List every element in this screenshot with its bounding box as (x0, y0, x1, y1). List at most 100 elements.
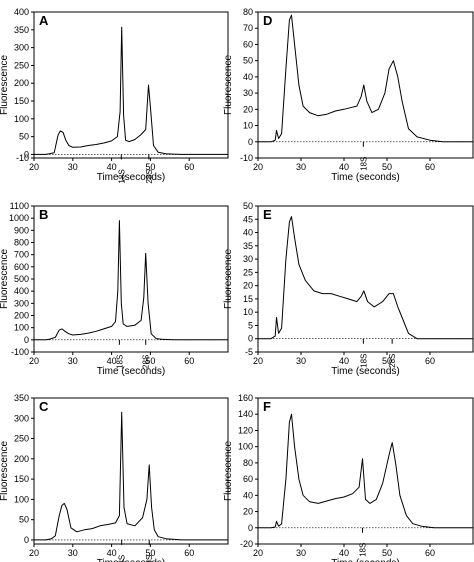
y-tick-label: 100 (14, 114, 29, 124)
y-tick-label: 20 (243, 281, 253, 291)
y-axis-label: Fluorescence (0, 249, 10, 309)
y-tick-label: 100 (238, 442, 253, 452)
plot-frame (257, 397, 474, 545)
y-tick-label: 120 (238, 425, 253, 435)
y-tick-label: 250 (14, 60, 29, 70)
y-tick-label: 900 (14, 225, 29, 235)
y-tick-label: -10 (16, 153, 29, 163)
y-tick-label: 100 (14, 323, 29, 333)
peak-label: 18S (359, 354, 368, 368)
x-tick-label: 50 (382, 162, 392, 172)
y-tick-label: 350 (14, 25, 29, 35)
panel-letter: D (263, 13, 272, 28)
y-axis-label: Fluorescence (223, 249, 234, 309)
y-tick-label: 25 (243, 267, 253, 277)
y-tick-label: 0 (24, 535, 29, 545)
y-axis-label: Fluorescence (0, 55, 10, 115)
y-tick-label: 20 (243, 104, 253, 114)
peak-label: 18S (118, 555, 127, 562)
y-tick-label: 0 (248, 334, 253, 344)
y-tick-label: 350 (14, 393, 29, 403)
y-tick-label: -5 (245, 347, 253, 357)
y-tick-label: 60 (243, 474, 253, 484)
x-tick-label: 50 (145, 548, 155, 558)
y-tick-label: 1100 (10, 201, 29, 211)
y-tick-label: 0 (248, 523, 253, 533)
y-tick-label: 150 (14, 96, 29, 106)
plot-frame (33, 397, 229, 545)
x-tick-label: 40 (107, 162, 117, 172)
y-tick-label: 400 (14, 286, 29, 296)
y-axis-label: Fluorescence (223, 55, 234, 115)
peak-label: 18S (117, 169, 126, 183)
panel-letter: F (263, 399, 271, 414)
y-tick-label: 60 (243, 39, 253, 49)
x-tick-label: 40 (107, 356, 117, 366)
peak-label: 28S (145, 169, 154, 183)
y-tick-label: 1000 (9, 213, 29, 223)
y-tick-label: 200 (14, 311, 29, 321)
y-tick-label: 50 (19, 132, 29, 142)
peak-label: 28S (142, 355, 151, 369)
y-tick-label: 50 (243, 56, 253, 66)
y-tick-label: 600 (14, 262, 29, 272)
x-axis-label: Time (seconds) (331, 172, 400, 183)
x-tick-label: 50 (382, 356, 392, 366)
chart-panel-b: -100 0 100 200 300 400 500 600 700 800 900 1000 1100… (0, 201, 229, 377)
y-tick-label: 0 (248, 137, 253, 147)
peak-label: 18S (359, 157, 368, 171)
x-tick-label: 30 (68, 356, 78, 366)
y-tick-label: 30 (243, 254, 253, 264)
x-tick-label: 30 (296, 548, 306, 558)
y-tick-label: 300 (14, 298, 29, 308)
y-tick-label: 70 (243, 23, 253, 33)
y-tick-label: 160 (238, 393, 253, 403)
x-tick-label: 30 (68, 548, 78, 558)
x-tick-label: 50 (382, 548, 392, 558)
x-tick-label: 20 (29, 356, 39, 366)
x-tick-label: 20 (29, 548, 39, 558)
chart-panel-f: -20 0 20 40 60 80 100 120 140 160 20 30 40 50 60 Time (… (223, 393, 474, 562)
plot-frame (33, 11, 229, 159)
x-axis-label: Time (seconds) (331, 366, 400, 377)
y-axis-label: Fluorescence (0, 441, 10, 501)
y-tick-label: 0 (24, 149, 29, 159)
x-tick-label: 60 (425, 162, 435, 172)
y-tick-label: 50 (243, 201, 253, 211)
peak-label: 28S (145, 555, 154, 562)
x-tick-label: 40 (339, 548, 349, 558)
y-tick-label: 300 (14, 413, 29, 423)
x-tick-label: 20 (253, 548, 263, 558)
y-tick-label: 0 (24, 335, 29, 345)
y-tick-label: 800 (14, 238, 29, 248)
x-tick-label: 60 (425, 356, 435, 366)
y-tick-label: 80 (243, 458, 253, 468)
series-line (34, 411, 228, 541)
x-tick-label: 50 (145, 162, 155, 172)
y-tick-label: 40 (243, 490, 253, 500)
chart-panel-e: -5 0 5 10 15 20 25 30 35 40 45 50 20 30 40 50 60 Time (se… (223, 201, 474, 377)
y-tick-label: 400 (14, 7, 29, 17)
chart-panel-c: 0 50 100 150 200 250 300 350 20 30 40 50 60 Time (sec… (0, 393, 229, 562)
y-tick-label: 50 (19, 515, 29, 525)
y-tick-label: 10 (243, 307, 253, 317)
series-line (34, 220, 228, 341)
y-tick-label: 200 (14, 454, 29, 464)
x-axis-label: Time (seconds) (97, 558, 166, 562)
y-tick-label: 40 (243, 228, 253, 238)
y-tick-label: 35 (243, 241, 253, 251)
y-tick-label: 20 (243, 507, 253, 517)
y-tick-label: 45 (243, 214, 253, 224)
x-tick-label: 60 (184, 356, 194, 366)
panel-letter: A (39, 13, 49, 28)
y-tick-label: 100 (14, 494, 29, 504)
x-tick-label: 60 (184, 548, 194, 558)
peak-label: 18S (115, 355, 124, 369)
series-line (258, 14, 473, 143)
x-axis-label: Time (seconds) (331, 558, 400, 562)
y-tick-label: 150 (14, 474, 29, 484)
x-tick-label: 20 (29, 162, 39, 172)
series-line (34, 26, 228, 155)
panel-letter: C (39, 399, 49, 414)
panel-letter: E (263, 207, 272, 222)
